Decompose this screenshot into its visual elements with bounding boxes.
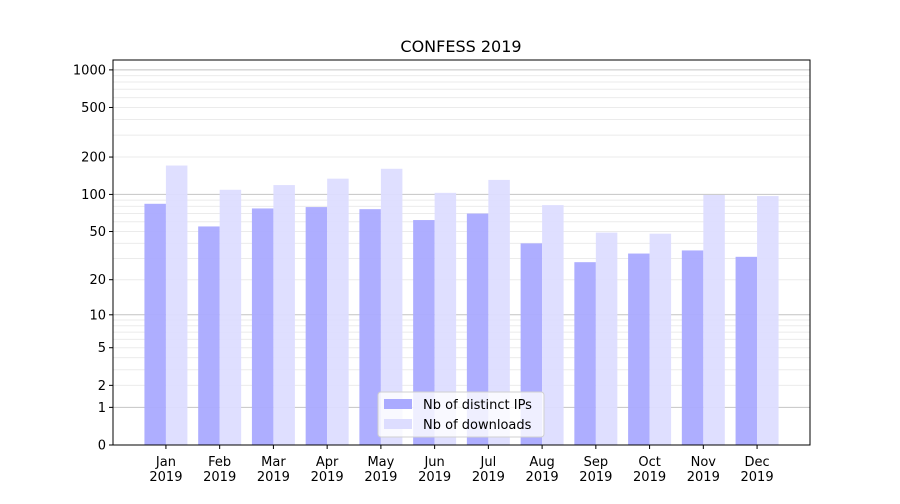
- bar-downloads: [595, 232, 618, 445]
- y-tick-label: 100: [81, 188, 106, 203]
- x-tick-label: Dec 2019: [741, 455, 774, 485]
- bar-distinct-ips: [413, 220, 435, 445]
- x-tick-label: Nov 2019: [687, 455, 720, 485]
- legend-box: [377, 391, 545, 438]
- y-tick-label: 20: [89, 273, 106, 288]
- x-tick-label-line: 2019: [579, 470, 612, 485]
- x-tick-label-line: 2019: [526, 470, 559, 485]
- x-tick-label-line: Jan: [155, 455, 176, 470]
- legend-swatch: [384, 399, 412, 409]
- x-tick-label: Oct 2019: [633, 455, 666, 485]
- legend-label: Nb of downloads: [423, 418, 532, 433]
- x-tick-label: Jul 2019: [472, 455, 505, 485]
- y-tick-label: 1000: [73, 63, 106, 78]
- x-tick-label-line: 2019: [364, 470, 397, 485]
- y-tick-label: 50: [89, 225, 106, 240]
- y-tick-label: 1: [98, 401, 106, 416]
- x-tick-label-line: Mar: [261, 455, 286, 470]
- bar-distinct-ips: [198, 226, 220, 445]
- x-tick-label: Mar 2019: [257, 455, 290, 485]
- x-tick-label: Sep 2019: [579, 455, 612, 485]
- x-tick-label-line: 2019: [257, 470, 290, 485]
- bar-distinct-ips: [251, 208, 274, 445]
- bar-downloads: [380, 168, 403, 445]
- legend-label: Nb of distinct IPs: [423, 398, 532, 413]
- x-tick-label-line: Feb: [208, 455, 231, 470]
- y-tick-label: 5: [98, 341, 106, 356]
- x-tick-label-line: Aug: [529, 455, 554, 470]
- bar-downloads: [434, 192, 457, 445]
- bar-distinct-ips: [305, 207, 328, 445]
- x-tick-label-line: 2019: [741, 470, 774, 485]
- bar-downloads: [757, 196, 779, 445]
- bar-downloads: [703, 194, 725, 445]
- y-tick-label: 500: [81, 101, 106, 116]
- x-tick-label: Apr 2019: [311, 455, 344, 485]
- y-tick-label: 200: [81, 151, 106, 166]
- bar-distinct-ips: [144, 203, 166, 445]
- bar-downloads: [488, 179, 510, 445]
- x-tick-label-line: May: [367, 455, 394, 470]
- x-tick-label-line: Nov: [691, 455, 717, 470]
- chart-title: CONFESS 2019: [400, 37, 521, 56]
- x-tick-label-line: 2019: [687, 470, 720, 485]
- x-tick-label-line: 2019: [203, 470, 236, 485]
- x-tick-label-line: Jul: [480, 455, 497, 470]
- x-tick-label-line: 2019: [633, 470, 666, 485]
- x-tick-label-line: Sep: [584, 455, 609, 470]
- bar-distinct-ips: [628, 253, 650, 445]
- y-tick-label: 0: [98, 439, 106, 454]
- bar-downloads: [327, 178, 349, 445]
- legend-swatch: [384, 419, 412, 429]
- x-tick-label: Feb 2019: [203, 455, 236, 485]
- bar-downloads: [542, 205, 564, 445]
- y-tick-label: 2: [98, 379, 106, 394]
- bar-distinct-ips: [574, 262, 596, 445]
- legend: Nb of distinct IPs Nb of downloads: [377, 391, 545, 438]
- x-tick-label: Jan 2019: [149, 455, 182, 485]
- bar-distinct-ips: [466, 213, 489, 445]
- x-tick-label: Jun 2019: [418, 455, 451, 485]
- bar-distinct-ips: [735, 256, 758, 445]
- x-tick-label-line: 2019: [149, 470, 182, 485]
- bar-distinct-ips: [681, 250, 704, 445]
- x-tick-label: Aug 2019: [526, 455, 559, 485]
- bar-downloads: [219, 189, 242, 445]
- y-axis: 0 1 2 5 10 20 50 100 200 500 1000: [73, 63, 113, 454]
- bar-distinct-ips: [359, 209, 381, 445]
- x-tick-label-line: Apr: [316, 455, 339, 470]
- x-tick-label-line: Oct: [638, 455, 660, 470]
- bar-downloads: [165, 165, 188, 446]
- x-tick-label: May 2019: [364, 455, 397, 485]
- plot-frame: [112, 59, 811, 446]
- bar-downloads: [273, 185, 295, 445]
- x-tick-label-line: 2019: [311, 470, 344, 485]
- y-tick-label: 10: [89, 308, 106, 323]
- x-tick-label-line: 2019: [418, 470, 451, 485]
- x-tick-label-line: Jun: [423, 455, 444, 470]
- x-tick-label-line: 2019: [472, 470, 505, 485]
- bar-downloads: [649, 233, 672, 445]
- x-tick-label-line: Dec: [744, 455, 769, 470]
